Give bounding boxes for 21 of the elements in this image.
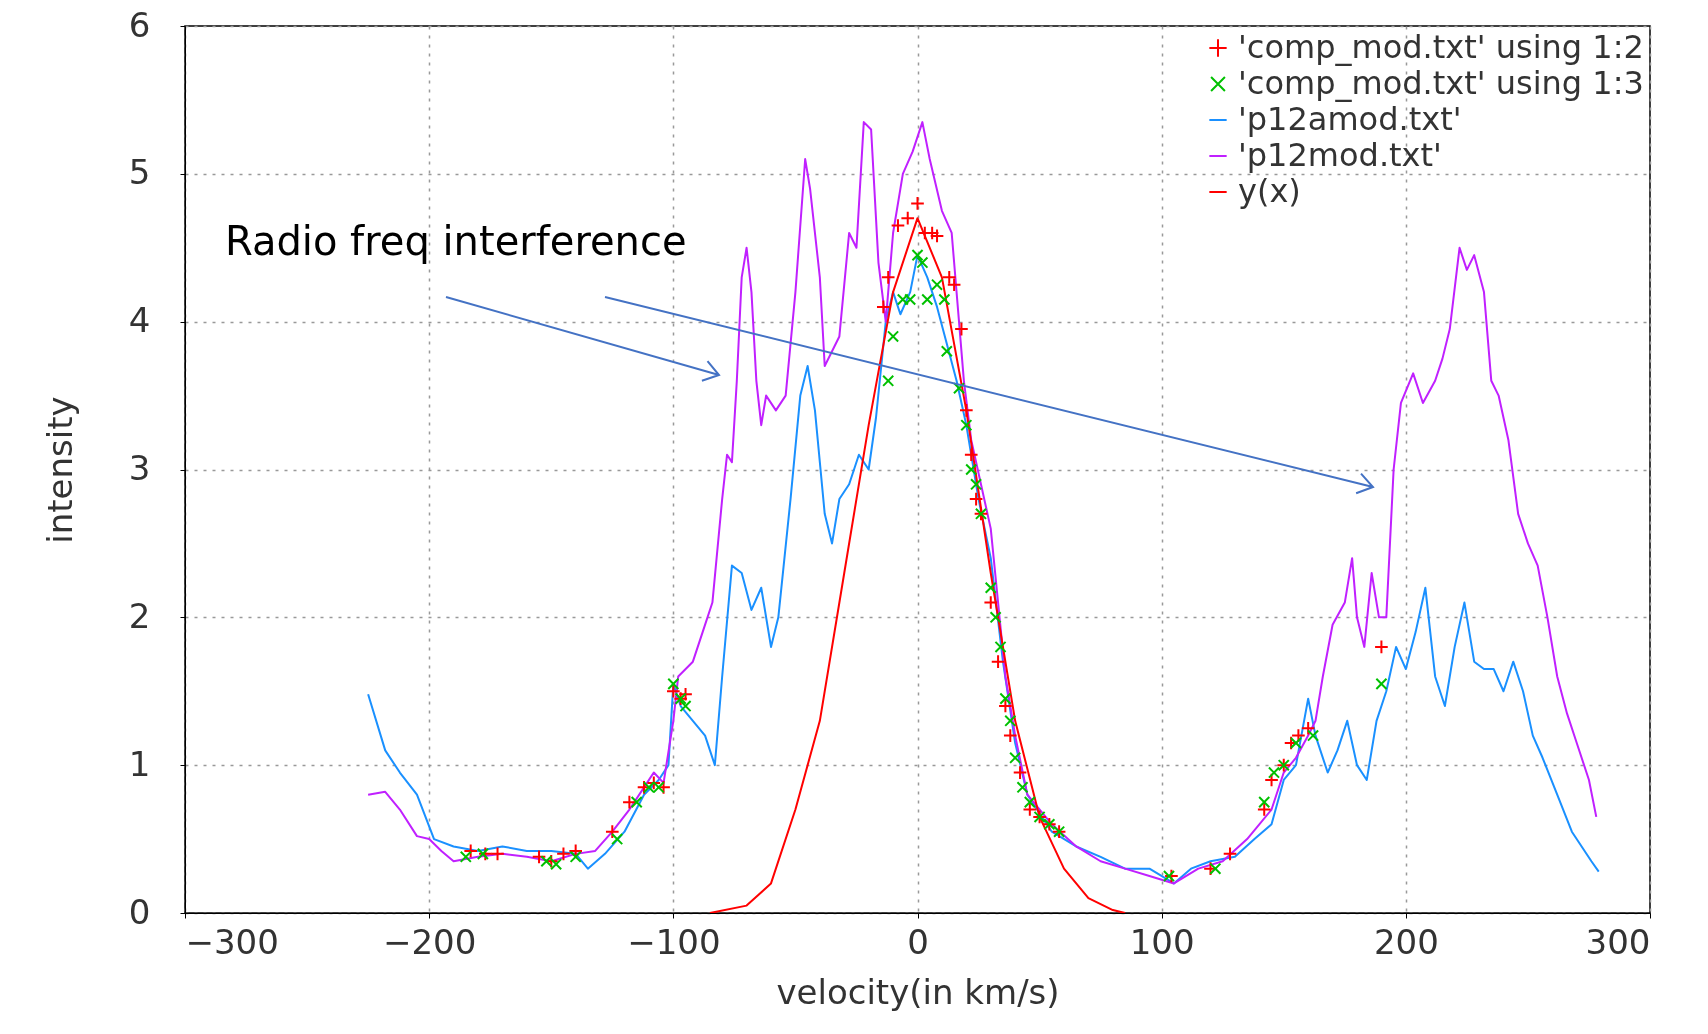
line-series (708, 217, 1127, 913)
legend-label: 'comp_mod.txt' using 1:2 (1238, 28, 1644, 66)
y-tick-label: 1 (128, 743, 151, 784)
y-tick-label: 4 (128, 300, 151, 341)
x-tick-label: −300 (185, 921, 279, 962)
y-tick-label: 2 (128, 595, 151, 636)
y-axis-title: intensity (39, 396, 80, 544)
x-tick-label: 200 (1373, 921, 1439, 962)
x-tick-label: 300 (1585, 921, 1651, 962)
x-tick-label: −100 (627, 921, 721, 962)
legend-label: 'p12mod.txt' (1238, 136, 1442, 174)
y-tick-label: 3 (128, 448, 151, 488)
x-axis-title: velocity(in km/s) (776, 971, 1060, 1012)
y-tick-label: 6 (128, 4, 151, 45)
y-tick-label: 0 (128, 891, 151, 932)
legend-label: y(x) (1238, 172, 1301, 210)
annotation: Radio freq interference (225, 218, 687, 264)
y-tick-label: 5 (128, 152, 151, 193)
x-tick-label: 100 (1129, 921, 1195, 962)
x-tick-label: −200 (382, 921, 477, 962)
x-tick-label: 0 (907, 921, 929, 962)
